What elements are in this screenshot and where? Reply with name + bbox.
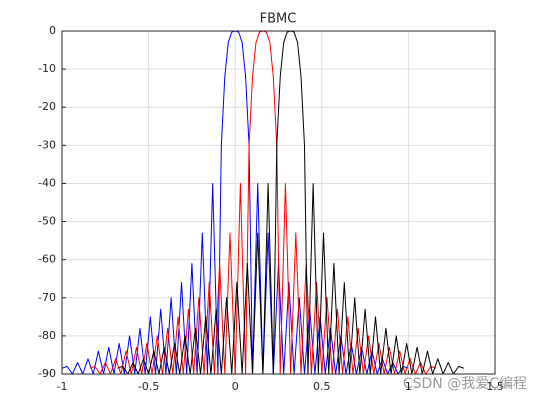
series-line <box>89 31 437 374</box>
y-tick-label: -40 <box>38 176 56 189</box>
chart-title: FBMC <box>260 12 297 27</box>
series-line <box>117 31 464 374</box>
y-tick-label: -70 <box>38 291 56 304</box>
y-tick-label: -20 <box>38 100 56 113</box>
y-tick-label: -90 <box>38 367 56 380</box>
x-tick-label: -0.5 <box>138 380 159 393</box>
x-tick-label: 1.5 <box>486 380 504 393</box>
y-tick-label: -80 <box>38 329 56 342</box>
x-tick-label: 1 <box>405 380 412 393</box>
series-line <box>62 31 409 374</box>
plot-lines <box>62 31 464 374</box>
watermark: CSDN @我爱C编程 <box>403 376 527 392</box>
y-tick-label: -10 <box>38 62 56 75</box>
x-tick-label: 0.5 <box>313 380 331 393</box>
y-tick-label: -60 <box>38 253 56 266</box>
x-tick-label: 0 <box>232 380 239 393</box>
plot-frame <box>61 30 496 375</box>
x-tick-label: -1 <box>57 380 68 393</box>
y-tick-label: -50 <box>38 215 56 228</box>
y-tick-label: -30 <box>38 138 56 151</box>
y-tick-label: 0 <box>49 24 56 37</box>
